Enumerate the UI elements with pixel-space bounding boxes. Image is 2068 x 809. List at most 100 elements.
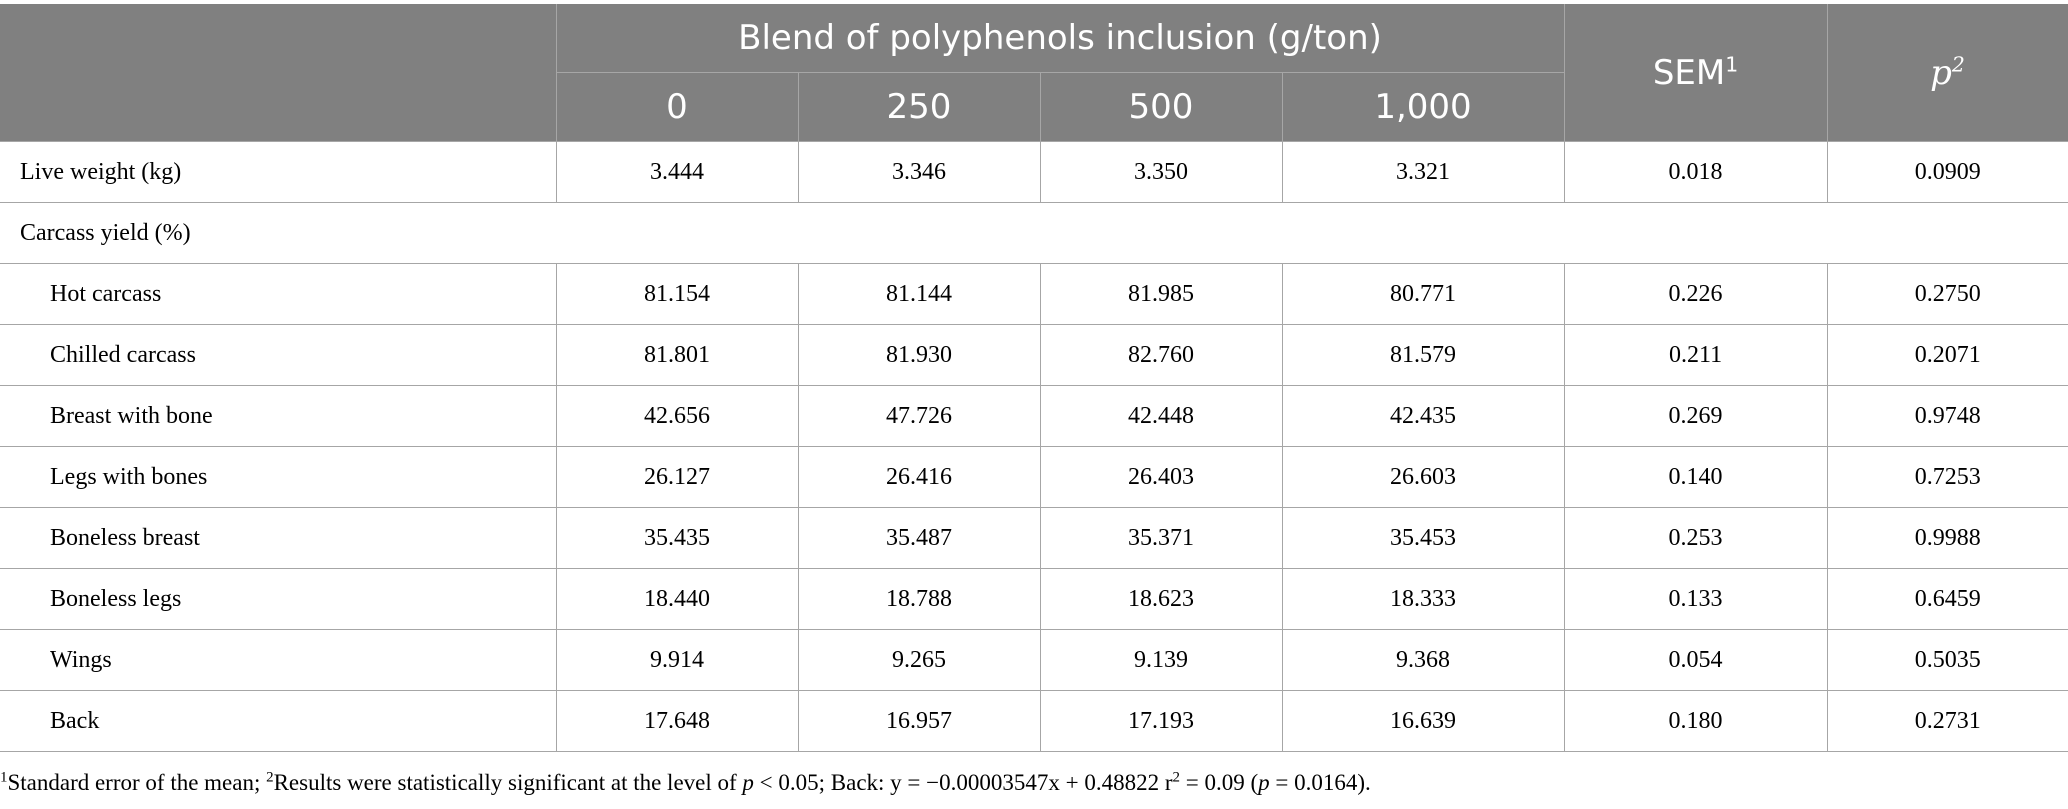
table-cell: 9.139 [1039, 629, 1283, 691]
table-row: Hot carcass 81.154 81.144 81.985 80.771 0.226… [0, 263, 2068, 325]
table-cell: 0.2731 [1826, 690, 2068, 752]
table-cell: 42.448 [1039, 385, 1283, 447]
table-cell: 0.2071 [1826, 324, 2068, 386]
table-cell: 35.487 [797, 507, 1041, 569]
table-cell: 0.0909 [1826, 141, 2068, 203]
footnote-sup-1: 1 [0, 769, 8, 786]
footnote-part-2: Results were statistically significant a… [273, 770, 743, 795]
table-row: Boneless breast 35.435 35.487 35.371 35.453 0… [0, 507, 2068, 569]
table-cell: 0.2750 [1826, 263, 2068, 325]
table-cell: 26.127 [555, 446, 799, 508]
row-label: Hot carcass [0, 263, 557, 325]
footnote: 1Standard error of the mean; 2Results we… [0, 770, 2068, 796]
table-cell: 3.346 [797, 141, 1041, 203]
table-cell: 17.193 [1039, 690, 1283, 752]
table-cell: 81.801 [555, 324, 799, 386]
row-label: Carcass yield (%) [0, 202, 2068, 264]
p-header-sup: 2 [1951, 52, 1965, 77]
sem-header-text: SEM [1652, 52, 1726, 93]
table-header: Blend of polyphenols inclusion (g/ton) S… [0, 4, 2068, 142]
footnote-part-3: < 0.05; Back: y = −0.00003547x + 0.48822… [753, 770, 1173, 795]
row-label: Legs with bones [0, 446, 557, 508]
table-cell: 18.623 [1039, 568, 1283, 630]
footnote-p-italic: p [742, 770, 754, 795]
row-label: Back [0, 690, 557, 752]
table-cell: 0.054 [1563, 629, 1828, 691]
table-row: Boneless legs 18.440 18.788 18.623 18.333 0.1… [0, 568, 2068, 630]
table-cell: 47.726 [797, 385, 1041, 447]
row-label: Wings [0, 629, 557, 691]
table-cell: 0.018 [1563, 141, 1828, 203]
table-cell: 81.930 [797, 324, 1041, 386]
table-cell: 0.133 [1563, 568, 1828, 630]
row-label: Breast with bone [0, 385, 557, 447]
table-cell: 81.579 [1281, 324, 1565, 386]
table-cell: 35.435 [555, 507, 799, 569]
footnote-part-5: = 0.0164). [1269, 770, 1371, 795]
table-cell: 26.403 [1039, 446, 1283, 508]
table-cell: 17.648 [555, 690, 799, 752]
table-row: Back 17.648 16.957 17.193 16.639 0.180 0.2731 [0, 690, 2068, 752]
table-cell: 42.656 [555, 385, 799, 447]
table-cell: 0.211 [1563, 324, 1828, 386]
table-cell: 3.444 [555, 141, 799, 203]
group-header: Blend of polyphenols inclusion (g/ton) [555, 4, 1565, 73]
table-cell: 18.440 [555, 568, 799, 630]
sem-header-sup: 1 [1725, 52, 1739, 77]
footnote-r-sup: 2 [1172, 769, 1180, 786]
p-header-text: p [1930, 52, 1952, 93]
table-row: Chilled carcass 81.801 81.930 82.760 81.579 0… [0, 324, 2068, 386]
header-empty-cell [0, 4, 557, 142]
dose-header: 1,000 [1281, 72, 1565, 142]
table-cell: 26.416 [797, 446, 1041, 508]
table-cell: 81.144 [797, 263, 1041, 325]
table-body: Live weight (kg) 3.444 3.346 3.350 3.321 0.01… [0, 141, 2068, 752]
table-cell: 16.957 [797, 690, 1041, 752]
row-label: Live weight (kg) [0, 141, 557, 203]
table-cell: 3.350 [1039, 141, 1283, 203]
table-cell: 0.140 [1563, 446, 1828, 508]
p-header: p2 [1826, 4, 2068, 142]
table-cell: 18.788 [797, 568, 1041, 630]
table-cell: 35.371 [1039, 507, 1283, 569]
table-cell: 0.7253 [1826, 446, 2068, 508]
table-cell: 42.435 [1281, 385, 1565, 447]
dose-header: 500 [1039, 72, 1283, 142]
table-cell: 81.985 [1039, 263, 1283, 325]
row-label: Chilled carcass [0, 324, 557, 386]
table-cell: 35.453 [1281, 507, 1565, 569]
table-cell: 0.269 [1563, 385, 1828, 447]
table-cell: 0.6459 [1826, 568, 2068, 630]
table-row: Live weight (kg) 3.444 3.346 3.350 3.321 0.01… [0, 141, 2068, 203]
row-label: Boneless breast [0, 507, 557, 569]
table-cell: 26.603 [1281, 446, 1565, 508]
table-cell: 80.771 [1281, 263, 1565, 325]
table-cell: 3.321 [1281, 141, 1565, 203]
table-cell: 0.9988 [1826, 507, 2068, 569]
table-row: Breast with bone 42.656 47.726 42.448 42.435… [0, 385, 2068, 447]
table-cell: 18.333 [1281, 568, 1565, 630]
table-cell: 81.154 [555, 263, 799, 325]
table-cell: 9.914 [555, 629, 799, 691]
footnote-p-italic-2: p [1258, 770, 1270, 795]
table-cell: 0.9748 [1826, 385, 2068, 447]
footnote-sup-2: 2 [266, 769, 274, 786]
table-cell: 0.253 [1563, 507, 1828, 569]
table-cell: 0.180 [1563, 690, 1828, 752]
table-row: Legs with bones 26.127 26.416 26.403 26.603 0… [0, 446, 2068, 508]
table-cell: 9.368 [1281, 629, 1565, 691]
footnote-part-4: = 0.09 ( [1179, 770, 1259, 795]
table-section-row: Carcass yield (%) [0, 202, 2068, 264]
dose-header: 0 [555, 72, 799, 142]
table-cell: 9.265 [797, 629, 1041, 691]
table-row: Wings 9.914 9.265 9.139 9.368 0.054 0.5035 [0, 629, 2068, 691]
dose-header: 250 [797, 72, 1041, 142]
footnote-part-1: Standard error of the mean; [7, 770, 267, 795]
sem-header: SEM1 [1563, 4, 1828, 142]
table-cell: 16.639 [1281, 690, 1565, 752]
table-cell: 82.760 [1039, 324, 1283, 386]
row-label: Boneless legs [0, 568, 557, 630]
results-table: Blend of polyphenols inclusion (g/ton) S… [0, 4, 2068, 752]
table-cell: 0.226 [1563, 263, 1828, 325]
table-cell: 0.5035 [1826, 629, 2068, 691]
